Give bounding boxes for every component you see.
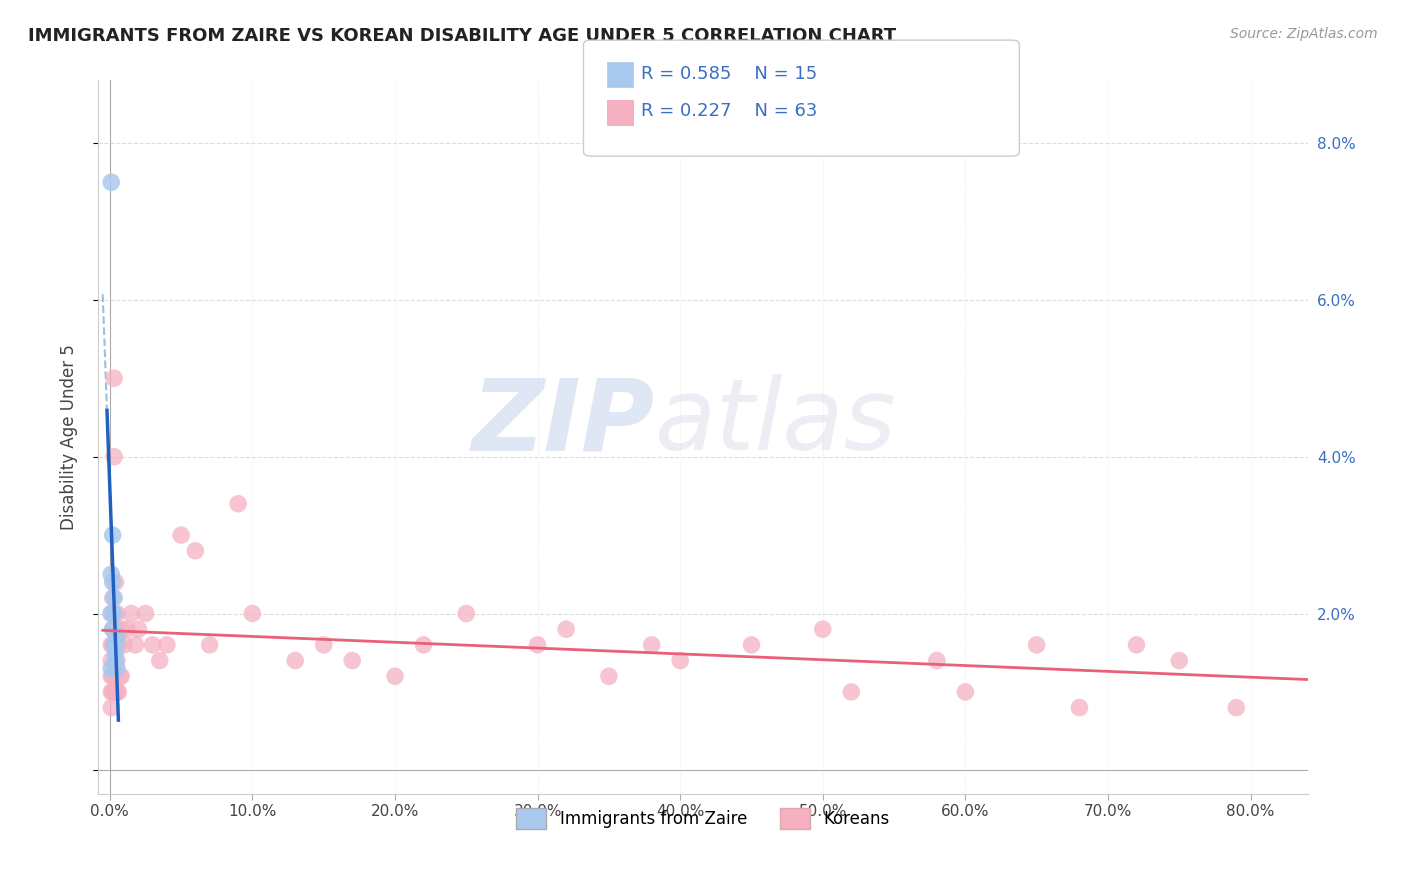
- Point: [100, 654, 122, 668]
- Point: [104, 638, 127, 652]
- Point: [925, 654, 948, 668]
- Point: [103, 638, 125, 652]
- Point: [104, 646, 127, 660]
- Point: [100, 567, 122, 582]
- Point: [134, 607, 156, 621]
- Point: [312, 638, 335, 652]
- Point: [103, 622, 125, 636]
- Point: [101, 622, 124, 636]
- Text: IMMIGRANTS FROM ZAIRE VS KOREAN DISABILITY AGE UNDER 5 CORRELATION CHART: IMMIGRANTS FROM ZAIRE VS KOREAN DISABILI…: [28, 27, 896, 45]
- Text: R = 0.585    N = 15: R = 0.585 N = 15: [641, 65, 817, 83]
- Point: [105, 685, 128, 699]
- Point: [127, 622, 149, 636]
- Text: Source: ZipAtlas.com: Source: ZipAtlas.com: [1230, 27, 1378, 41]
- Point: [100, 685, 122, 699]
- Point: [110, 669, 132, 683]
- Point: [104, 654, 127, 668]
- Point: [115, 622, 138, 636]
- Point: [104, 622, 127, 636]
- Point: [384, 669, 406, 683]
- Point: [103, 607, 125, 621]
- Point: [242, 607, 264, 621]
- Legend: Immigrants from Zaire, Koreans: Immigrants from Zaire, Koreans: [509, 802, 897, 836]
- Point: [100, 661, 122, 675]
- Point: [526, 638, 548, 652]
- Point: [124, 638, 146, 652]
- Point: [149, 654, 172, 668]
- Point: [284, 654, 307, 668]
- Point: [142, 638, 165, 652]
- Point: [811, 622, 834, 636]
- Point: [105, 661, 128, 675]
- Point: [101, 575, 124, 590]
- Point: [104, 654, 127, 668]
- Point: [103, 685, 125, 699]
- Point: [112, 638, 135, 652]
- Point: [100, 638, 122, 652]
- Point: [110, 622, 132, 636]
- Point: [342, 654, 364, 668]
- Point: [103, 638, 125, 652]
- Point: [170, 528, 193, 542]
- Point: [740, 638, 762, 652]
- Point: [100, 669, 122, 683]
- Point: [100, 607, 122, 621]
- Point: [103, 591, 125, 605]
- Point: [555, 622, 578, 636]
- Point: [412, 638, 434, 652]
- Point: [101, 669, 124, 683]
- Point: [104, 575, 127, 590]
- Point: [1125, 638, 1147, 652]
- Point: [103, 450, 125, 464]
- Point: [105, 630, 128, 644]
- Point: [107, 685, 129, 699]
- Point: [105, 607, 128, 621]
- Point: [101, 622, 124, 636]
- Point: [226, 497, 249, 511]
- Point: [101, 685, 124, 699]
- Point: [598, 669, 620, 683]
- Y-axis label: Disability Age Under 5: Disability Age Under 5: [59, 344, 77, 530]
- Point: [184, 543, 207, 558]
- Point: [103, 371, 125, 385]
- Point: [1168, 654, 1191, 668]
- Point: [839, 685, 862, 699]
- Point: [100, 700, 122, 714]
- Text: R = 0.227    N = 63: R = 0.227 N = 63: [641, 103, 817, 120]
- Point: [669, 654, 692, 668]
- Point: [955, 685, 977, 699]
- Point: [107, 638, 129, 652]
- Point: [1025, 638, 1047, 652]
- Point: [120, 607, 142, 621]
- Point: [101, 591, 124, 605]
- Point: [198, 638, 221, 652]
- Point: [100, 607, 122, 621]
- Point: [1225, 700, 1247, 714]
- Point: [156, 638, 179, 652]
- Point: [640, 638, 662, 652]
- Point: [1069, 700, 1091, 714]
- Point: [104, 685, 127, 699]
- Point: [456, 607, 478, 621]
- Point: [101, 638, 124, 652]
- Text: ZIP: ZIP: [471, 375, 655, 471]
- Point: [105, 654, 128, 668]
- Point: [101, 528, 124, 542]
- Point: [108, 669, 131, 683]
- Text: atlas: atlas: [655, 375, 896, 471]
- Point: [100, 175, 122, 189]
